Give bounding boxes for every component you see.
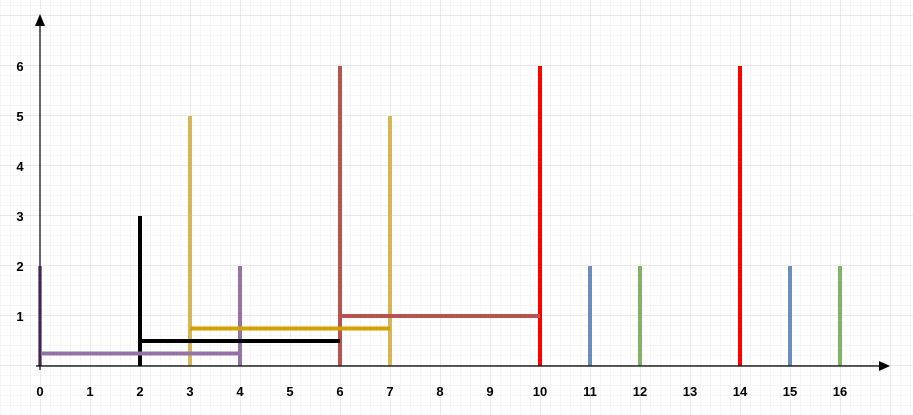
x-tick-label: 8 (436, 384, 443, 399)
x-tick-label: 14 (733, 384, 748, 399)
horizontal-bar (340, 314, 540, 318)
vertical-bar (738, 66, 742, 366)
vertical-bar (588, 266, 592, 366)
y-tick-label: 6 (16, 59, 23, 74)
x-tick-label: 4 (236, 384, 244, 399)
vertical-bar (238, 266, 242, 366)
y-tick-label: 4 (16, 159, 24, 174)
x-tick-label: 5 (286, 384, 293, 399)
y-tick-label: 1 (16, 309, 23, 324)
y-tick-label: 3 (16, 209, 23, 224)
y-tick-label: 5 (16, 109, 23, 124)
horizontal-bar (140, 339, 340, 343)
vertical-bar (788, 266, 792, 366)
horizontal-bar (40, 351, 240, 356)
vertical-bar (838, 266, 842, 366)
vertical-bar (138, 216, 142, 366)
x-tick-label: 6 (336, 384, 343, 399)
x-tick-label: 2 (136, 384, 143, 399)
x-tick-label: 12 (633, 384, 647, 399)
x-tick-label: 15 (783, 384, 797, 399)
x-tick-label: 11 (583, 384, 597, 399)
y-tick-label: 2 (16, 259, 23, 274)
vertical-bar (188, 116, 192, 366)
x-axis-arrow (879, 361, 890, 371)
x-tick-label: 13 (683, 384, 697, 399)
x-tick-label: 7 (386, 384, 393, 399)
y-axis-arrow (35, 14, 45, 26)
x-tick-label: 0 (36, 384, 43, 399)
x-tick-label: 1 (86, 384, 93, 399)
x-tick-label: 9 (486, 384, 493, 399)
horizontal-bar (190, 326, 390, 331)
x-tick-label: 10 (533, 384, 547, 399)
vertical-bar (638, 266, 642, 366)
x-tick-label: 16 (833, 384, 847, 399)
vertical-bar (338, 66, 342, 366)
axes (35, 14, 890, 371)
x-tick-label: 3 (186, 384, 193, 399)
vertical-bar (388, 116, 392, 366)
vertical-bar (538, 66, 542, 366)
